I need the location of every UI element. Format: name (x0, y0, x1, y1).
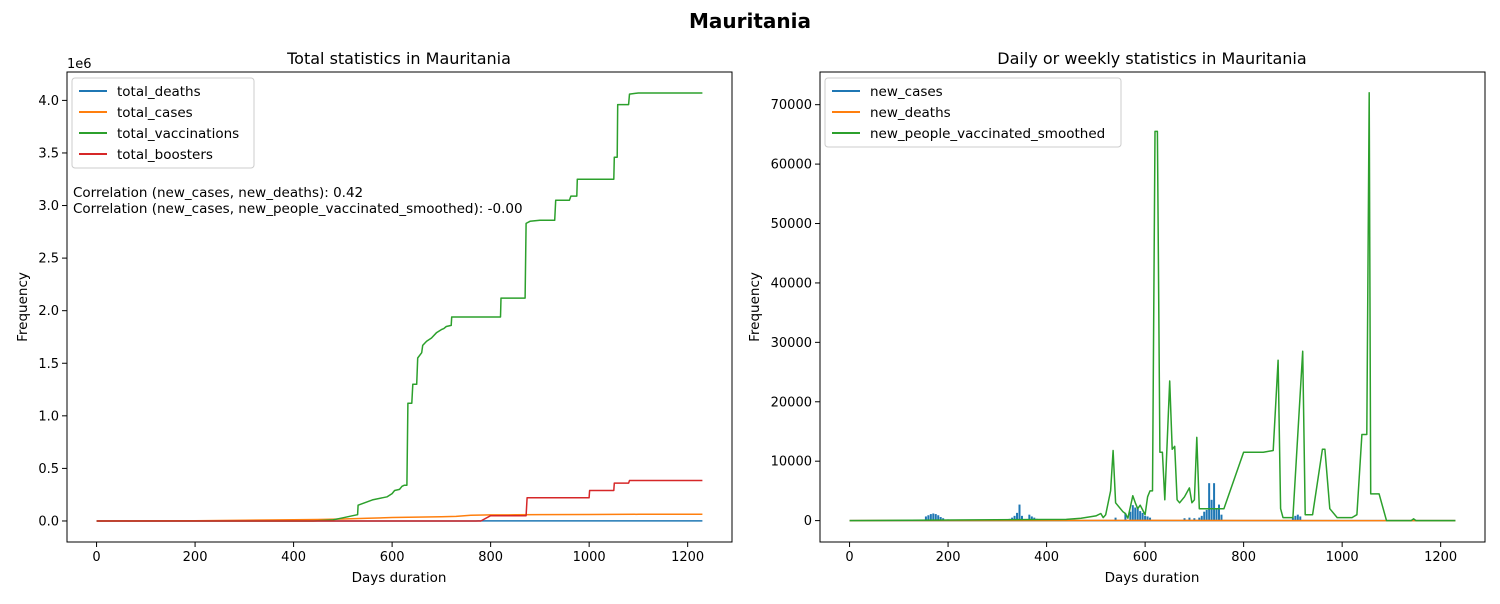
x-tick-label: 0 (845, 550, 853, 565)
y-tick-label: 3.5 (38, 146, 59, 161)
x-tick-label: 800 (478, 550, 503, 565)
x-tick-label: 1000 (573, 550, 606, 565)
left-chart-title: Total statistics in Mauritania (286, 49, 511, 68)
x-tick-label: 800 (1231, 550, 1256, 565)
total-cases-line (97, 514, 703, 521)
y-tick-label: 70000 (771, 98, 812, 113)
x-tick-label: 600 (380, 550, 405, 565)
y-tick-label: 0.0 (38, 514, 59, 529)
left-chart-xlabel: Days duration (352, 570, 447, 586)
y-tick-label: 2.5 (38, 252, 59, 267)
x-tick-label: 0 (92, 550, 100, 565)
x-tick-label: 200 (936, 550, 961, 565)
y-tick-label: 60000 (771, 158, 812, 173)
x-tick-label: 400 (281, 550, 306, 565)
y-tick-label: 1.5 (38, 357, 59, 372)
new-people-vaccinated-smoothed-line (850, 93, 1456, 521)
left-chart-offset-label: 1e6 (67, 57, 92, 72)
right-chart: Daily or weekly statistics in Mauritania… (747, 49, 1485, 586)
legend-label-new-cases: new_cases (870, 84, 943, 100)
left-chart-legend: total_deaths total_cases total_vaccination… (72, 78, 254, 168)
x-tick-label: 1000 (1326, 550, 1359, 565)
y-tick-label: 10000 (771, 455, 812, 470)
legend-label-total-vaccinations: total_vaccinations (117, 126, 239, 142)
x-tick-label: 600 (1133, 550, 1158, 565)
y-tick-label: 30000 (771, 336, 812, 351)
x-tick-label: 400 (1034, 550, 1059, 565)
x-tick-label: 200 (183, 550, 208, 565)
y-tick-label: 0 (804, 514, 812, 529)
left-chart-ylabel: Frequency (15, 272, 31, 342)
y-tick-label: 40000 (771, 276, 812, 291)
y-tick-label: 2.0 (38, 304, 59, 319)
correlation-annotation-1: Correlation (new_cases, new_deaths): 0.4… (73, 185, 363, 201)
right-chart-ylabel: Frequency (747, 272, 763, 342)
y-tick-label: 20000 (771, 395, 812, 410)
legend-label-total-boosters: total_boosters (117, 147, 213, 163)
right-chart-legend: new_cases new_deaths new_people_vaccinated… (825, 78, 1121, 147)
y-tick-label: 1.0 (38, 409, 59, 424)
left-chart: Total statistics in Mauritania Days dura… (15, 49, 732, 586)
legend-label-total-deaths: total_deaths (117, 84, 201, 100)
y-tick-label: 0.5 (38, 462, 59, 477)
x-tick-label: 1200 (1424, 550, 1457, 565)
x-tick-label: 1200 (671, 550, 704, 565)
figure-title: Mauritania (689, 9, 811, 33)
series-group (850, 93, 1456, 521)
legend-label-new-people-vaccinated-smoothed: new_people_vaccinated_smoothed (870, 126, 1105, 142)
legend-label-total-cases: total_cases (117, 105, 193, 121)
correlation-annotation-2: Correlation (new_cases, new_people_vacci… (73, 201, 523, 217)
y-tick-label: 3.0 (38, 199, 59, 214)
right-chart-xlabel: Days duration (1105, 570, 1200, 586)
legend-label-new-deaths: new_deaths (870, 105, 951, 121)
right-chart-title: Daily or weekly statistics in Mauritania (997, 49, 1306, 68)
y-tick-label: 4.0 (38, 94, 59, 109)
y-tick-label: 50000 (771, 217, 812, 232)
